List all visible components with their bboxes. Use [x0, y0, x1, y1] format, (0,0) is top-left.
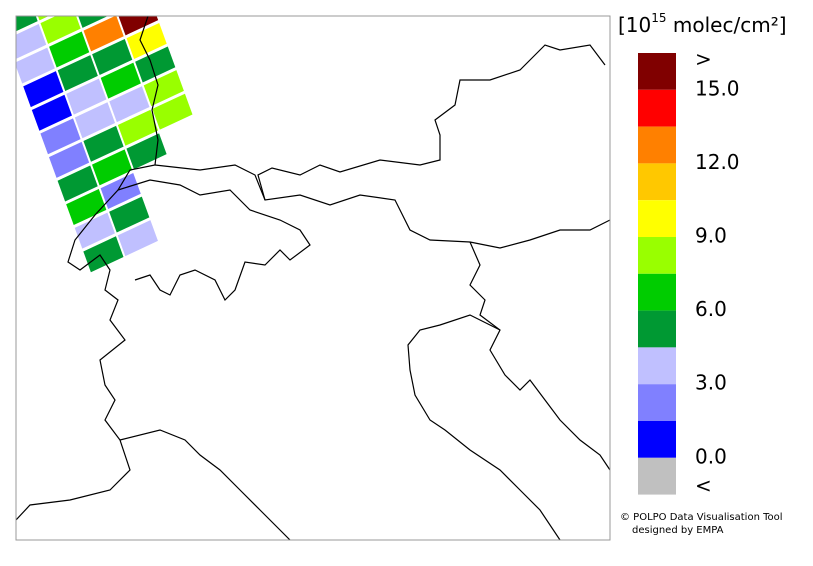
- swath-pixel: [117, 16, 159, 36]
- swath-pixel: [31, 94, 73, 131]
- colorbar-segment: [638, 53, 676, 90]
- colorbar-segment: [638, 310, 676, 348]
- colorbar-segment: [638, 163, 676, 201]
- swath-pixel: [152, 93, 193, 130]
- swath-pixel: [74, 16, 116, 28]
- border: [407, 314, 561, 540]
- swath-pixel: [49, 31, 90, 68]
- swath-pixel: [109, 196, 150, 233]
- swath-pixel: [126, 133, 167, 170]
- swath-pixel: [92, 39, 133, 75]
- border: [154, 164, 610, 249]
- colorbar-segment: [638, 237, 676, 274]
- swath-pixel: [57, 55, 98, 92]
- borders: [16, 16, 610, 540]
- swath-pixel: [74, 212, 115, 249]
- swath-pixel: [83, 16, 124, 52]
- colorbar-label: 9.0: [695, 224, 727, 248]
- swath-pixel: [66, 189, 107, 226]
- colorbar-segment: [638, 384, 676, 421]
- colorbar-label: 3.0: [695, 371, 727, 395]
- colorbar-segment: [638, 421, 676, 458]
- swath-pixel: [57, 165, 98, 202]
- border: [119, 429, 291, 540]
- colorbar-segment: [638, 457, 676, 495]
- colorbar-segment: [638, 200, 676, 237]
- legend-title: [1015 molec/cm²]: [618, 11, 787, 37]
- swath-pixel: [135, 46, 176, 83]
- swath-pixel: [66, 0, 106, 4]
- border: [16, 16, 159, 521]
- colorbar-segment: [638, 273, 676, 311]
- colorbar-label: 6.0: [695, 297, 727, 321]
- swath-pixel: [16, 47, 55, 84]
- colorbar-label: 15.0: [695, 76, 740, 100]
- colorbar-segment: [638, 347, 676, 385]
- swath-pixel: [117, 220, 158, 257]
- colorbar-label: <: [695, 474, 712, 498]
- swath-pixel: [100, 62, 141, 99]
- swath-pixel: [23, 71, 64, 108]
- satellite-swath: [16, 0, 193, 273]
- swath-pixel: [83, 125, 124, 162]
- credit: © POLPO Data Visualisation Tool: [620, 512, 783, 523]
- swath-pixel: [109, 86, 150, 123]
- swath-pixel: [66, 78, 107, 115]
- swath-pixel: [16, 16, 38, 37]
- credit: designed by EMPA: [632, 525, 724, 536]
- colorbar: >15.0 12.0 9.0 6.0 3.0 0.0 <: [638, 47, 740, 498]
- colorbar-label: >: [695, 47, 712, 71]
- swath-pixel: [83, 236, 124, 273]
- swath-pixel: [48, 141, 90, 178]
- colorbar-segment: [638, 126, 676, 164]
- map-frame: [15, 15, 611, 541]
- swath-pixel: [74, 102, 116, 139]
- swath-pixel: [117, 109, 159, 146]
- swath-pixel: [40, 16, 81, 44]
- swath-rows: [16, 0, 193, 273]
- swath-pixel: [126, 22, 167, 59]
- border: [469, 241, 610, 471]
- swath-pixel: [143, 70, 184, 107]
- swath-pixel: [40, 118, 81, 155]
- swath-pixel: [100, 173, 141, 209]
- swath-pixel: [109, 0, 149, 12]
- colorbar-label: 12.0: [695, 150, 740, 174]
- border: [257, 44, 606, 201]
- colorbar-segment: [638, 89, 676, 127]
- swath-pixel: [92, 149, 133, 186]
- colorbar-label: 0.0: [695, 444, 727, 468]
- border: [117, 179, 311, 302]
